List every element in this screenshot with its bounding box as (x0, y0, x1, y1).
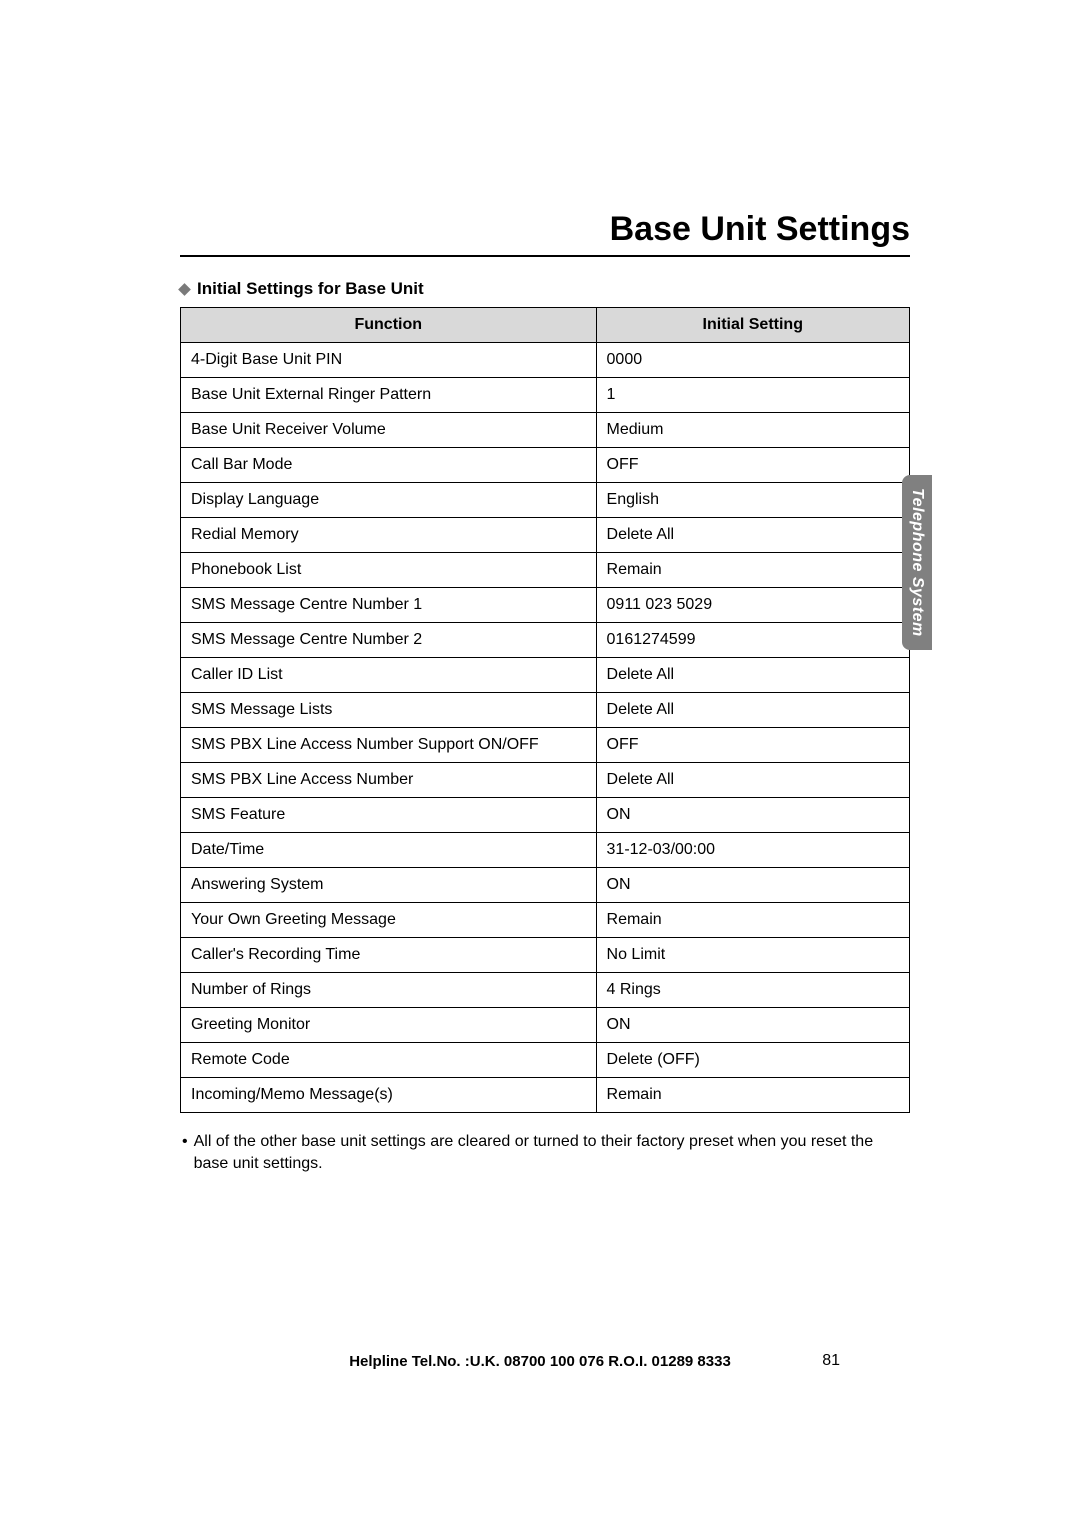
cell-setting: Remain (596, 553, 909, 588)
table-row: Base Unit Receiver VolumeMedium (181, 413, 910, 448)
footer-helpline: Helpline Tel.No. :U.K. 08700 100 076 R.O… (0, 1353, 1080, 1370)
table-row: Date/Time31-12-03/00:00 (181, 833, 910, 868)
cell-function: Caller ID List (181, 658, 597, 693)
cell-function: Redial Memory (181, 518, 597, 553)
cell-function: SMS Message Lists (181, 693, 597, 728)
cell-function: Display Language (181, 483, 597, 518)
table-row: SMS PBX Line Access NumberDelete All (181, 763, 910, 798)
table-row: SMS Message Centre Number 10911 023 5029 (181, 588, 910, 623)
table-row: Incoming/Memo Message(s)Remain (181, 1078, 910, 1113)
cell-function: Base Unit Receiver Volume (181, 413, 597, 448)
table-row: Display LanguageEnglish (181, 483, 910, 518)
page-title: Base Unit Settings (180, 210, 910, 257)
cell-function: Phonebook List (181, 553, 597, 588)
cell-setting: No Limit (596, 938, 909, 973)
footnote-text: All of the other base unit settings are … (194, 1131, 910, 1174)
table-row: Phonebook ListRemain (181, 553, 910, 588)
cell-function: SMS PBX Line Access Number Support ON/OF… (181, 728, 597, 763)
settings-table: Function Initial Setting 4-Digit Base Un… (180, 307, 910, 1113)
page-number: 81 (822, 1352, 840, 1370)
cell-function: Answering System (181, 868, 597, 903)
side-tab-label: Telephone System (908, 488, 926, 637)
diamond-icon (178, 283, 191, 296)
cell-setting: Delete (OFF) (596, 1043, 909, 1078)
subtitle-row: Initial Settings for Base Unit (180, 279, 910, 299)
cell-setting: 1 (596, 378, 909, 413)
cell-setting: Delete All (596, 518, 909, 553)
cell-function: Greeting Monitor (181, 1008, 597, 1043)
cell-setting: 4 Rings (596, 973, 909, 1008)
cell-function: Your Own Greeting Message (181, 903, 597, 938)
cell-setting: 0911 023 5029 (596, 588, 909, 623)
table-row: Greeting MonitorON (181, 1008, 910, 1043)
footnote: • All of the other base unit settings ar… (180, 1131, 910, 1174)
table-row: SMS FeatureON (181, 798, 910, 833)
manual-page: Base Unit Settings Initial Settings for … (0, 0, 1080, 1528)
cell-function: Base Unit External Ringer Pattern (181, 378, 597, 413)
table-row: Your Own Greeting MessageRemain (181, 903, 910, 938)
cell-function: Call Bar Mode (181, 448, 597, 483)
table-row: Call Bar ModeOFF (181, 448, 910, 483)
table-row: Number of Rings4 Rings (181, 973, 910, 1008)
cell-setting: ON (596, 798, 909, 833)
cell-setting: Remain (596, 903, 909, 938)
side-tab: Telephone System (902, 475, 932, 650)
table-row: Base Unit External Ringer Pattern1 (181, 378, 910, 413)
cell-setting: Delete All (596, 763, 909, 798)
cell-setting: Delete All (596, 693, 909, 728)
cell-function: Date/Time (181, 833, 597, 868)
table-header-row: Function Initial Setting (181, 308, 910, 343)
cell-setting: English (596, 483, 909, 518)
table-row: Answering SystemON (181, 868, 910, 903)
bullet-icon: • (182, 1131, 188, 1153)
header-function: Function (181, 308, 597, 343)
cell-setting: 0161274599 (596, 623, 909, 658)
cell-function: Incoming/Memo Message(s) (181, 1078, 597, 1113)
cell-function: SMS Message Centre Number 2 (181, 623, 597, 658)
cell-setting: OFF (596, 448, 909, 483)
table-row: Redial MemoryDelete All (181, 518, 910, 553)
table-row: SMS Message Centre Number 20161274599 (181, 623, 910, 658)
cell-setting: ON (596, 1008, 909, 1043)
cell-setting: OFF (596, 728, 909, 763)
cell-setting: Medium (596, 413, 909, 448)
table-body: 4-Digit Base Unit PIN0000Base Unit Exter… (181, 343, 910, 1113)
table-row: 4-Digit Base Unit PIN0000 (181, 343, 910, 378)
section-subtitle: Initial Settings for Base Unit (197, 279, 424, 299)
table-row: Remote CodeDelete (OFF) (181, 1043, 910, 1078)
cell-setting: Delete All (596, 658, 909, 693)
table-row: Caller's Recording TimeNo Limit (181, 938, 910, 973)
table-row: SMS PBX Line Access Number Support ON/OF… (181, 728, 910, 763)
cell-function: SMS Feature (181, 798, 597, 833)
table-row: Caller ID ListDelete All (181, 658, 910, 693)
cell-setting: 31-12-03/00:00 (596, 833, 909, 868)
cell-setting: Remain (596, 1078, 909, 1113)
header-initial-setting: Initial Setting (596, 308, 909, 343)
cell-function: SMS PBX Line Access Number (181, 763, 597, 798)
cell-function: Remote Code (181, 1043, 597, 1078)
table-row: SMS Message ListsDelete All (181, 693, 910, 728)
cell-function: Caller's Recording Time (181, 938, 597, 973)
cell-function: 4-Digit Base Unit PIN (181, 343, 597, 378)
cell-setting: 0000 (596, 343, 909, 378)
cell-function: SMS Message Centre Number 1 (181, 588, 597, 623)
cell-setting: ON (596, 868, 909, 903)
cell-function: Number of Rings (181, 973, 597, 1008)
